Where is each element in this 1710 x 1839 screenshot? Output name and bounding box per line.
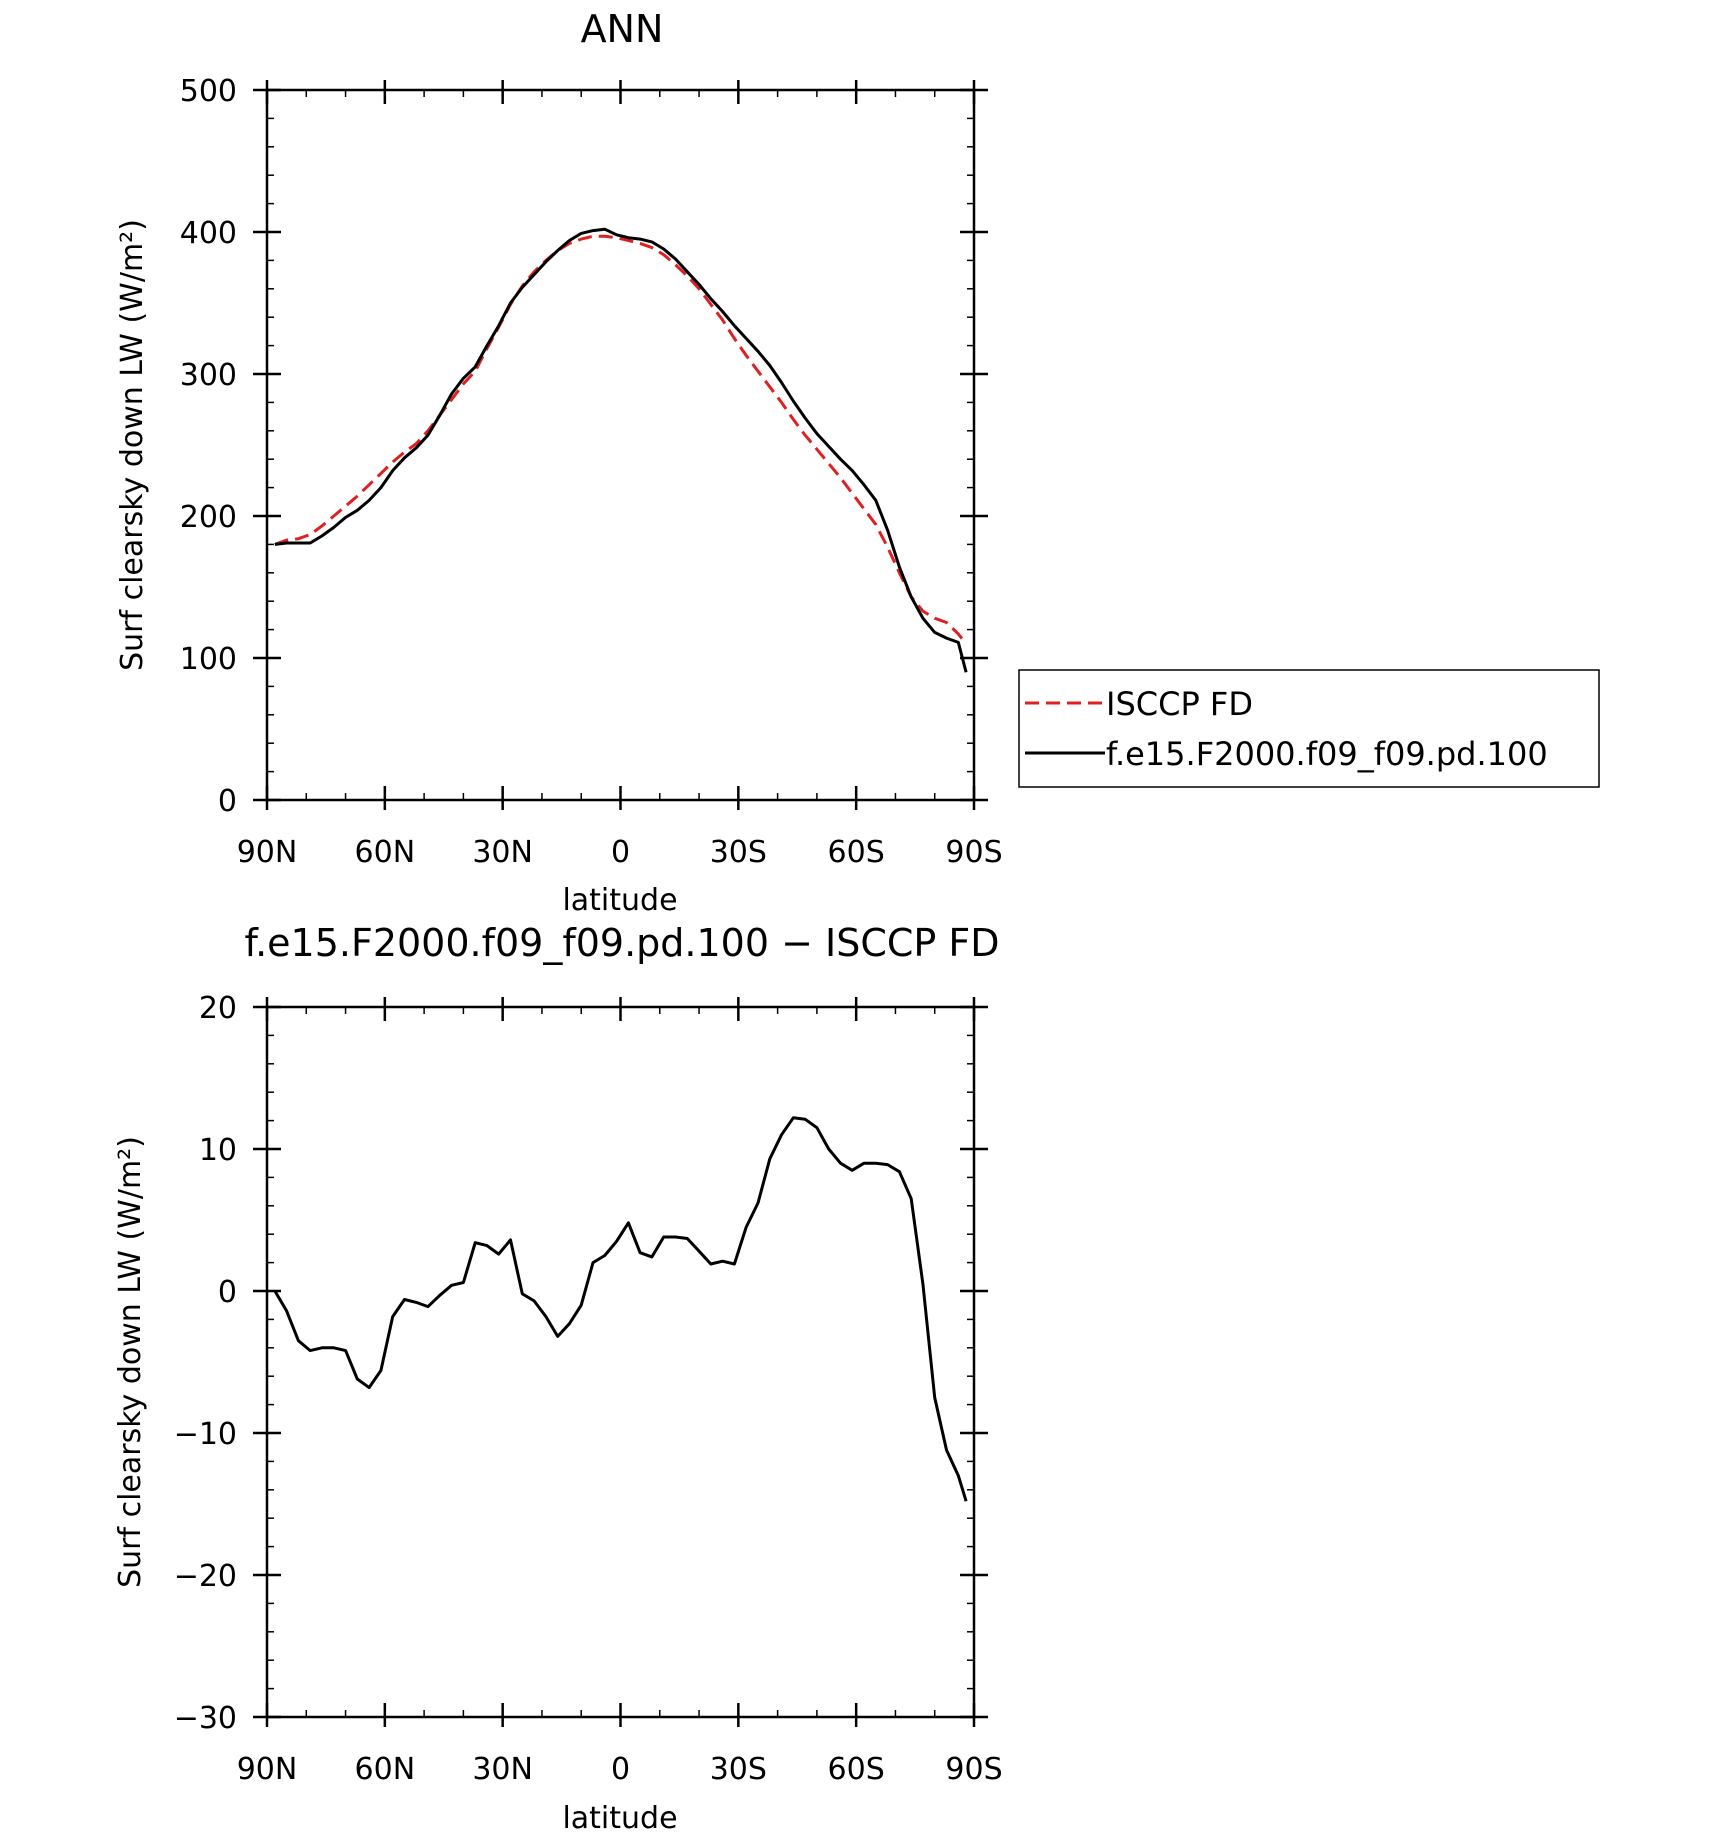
y-tick-label: −10 xyxy=(174,1417,237,1452)
x-tick-label: 90S xyxy=(945,1752,1002,1787)
legend-label-isccp: ISCCP FD xyxy=(1106,685,1253,723)
y-tick-label: 0 xyxy=(218,784,237,819)
bottom-plot-frame xyxy=(265,1005,976,1719)
top-series-group xyxy=(274,227,968,673)
bottom-ticks: 90N 60N 30N 0 30S 60S 90S −30 −20 −10 0 10 20 xyxy=(174,991,1003,1787)
bottom-panel: f.e15.F2000.f09_f09.pd.100 − ISCCP FD 90… xyxy=(113,921,1003,1836)
bottom-chart-title: f.e15.F2000.f09_f09.pd.100 − ISCCP FD xyxy=(244,921,999,965)
legend-label-model: f.e15.F2000.f09_f09.pd.100 xyxy=(1106,735,1548,773)
bottom-series-group xyxy=(273,1116,968,1502)
top-x-axis-label: latitude xyxy=(562,883,677,918)
top-ticks: 90N 60N 30N 0 30S 60S 90S 0 100 200 300 400 500 xyxy=(180,74,1003,870)
y-tick-label: 10 xyxy=(199,1133,237,1168)
y-tick-label: 300 xyxy=(180,358,237,393)
y-tick-label: 0 xyxy=(218,1275,237,1310)
y-tick-label: 100 xyxy=(180,642,237,677)
y-tick-label: −30 xyxy=(174,1701,237,1736)
y-tick-label: 500 xyxy=(180,74,237,109)
bottom-x-axis-label: latitude xyxy=(562,1801,677,1836)
x-tick-label: 90S xyxy=(945,835,1002,870)
y-tick-label: 400 xyxy=(180,216,237,251)
top-chart-title: ANN xyxy=(581,7,664,51)
bottom-y-axis-label: Surf clearsky down LW (W/m²) xyxy=(113,1136,148,1588)
x-tick-label: 60N xyxy=(355,835,416,870)
x-tick-label: 30N xyxy=(472,835,533,870)
x-tick-label: 90N xyxy=(237,1752,298,1787)
x-tick-label: 30S xyxy=(710,835,767,870)
x-tick-label: 60S xyxy=(828,835,885,870)
series-line-difference xyxy=(273,1116,968,1502)
y-tick-label: 20 xyxy=(199,991,237,1026)
x-tick-label: 60N xyxy=(355,1752,416,1787)
top-plot-frame xyxy=(265,88,976,802)
x-tick-label: 60S xyxy=(828,1752,885,1787)
legend: ISCCP FD f.e15.F2000.f09_f09.pd.100 xyxy=(1018,669,1600,788)
x-tick-label: 90N xyxy=(237,835,298,870)
x-tick-label: 30S xyxy=(710,1752,767,1787)
series-line-isccp-fd xyxy=(274,234,968,645)
y-tick-label: −20 xyxy=(174,1559,237,1594)
x-tick-label: 0 xyxy=(611,1752,630,1787)
top-y-axis-label: Surf clearsky down LW (W/m²) xyxy=(115,219,150,671)
x-tick-label: 30N xyxy=(472,1752,533,1787)
top-panel: ANN 90N 60N 30N 0 30S 60S 90S0100200300400500 … xyxy=(115,7,1003,918)
legend-box xyxy=(1018,669,1600,788)
y-tick-label: 200 xyxy=(180,500,237,535)
x-tick-label: 0 xyxy=(611,835,630,870)
series-line-model xyxy=(274,227,968,673)
